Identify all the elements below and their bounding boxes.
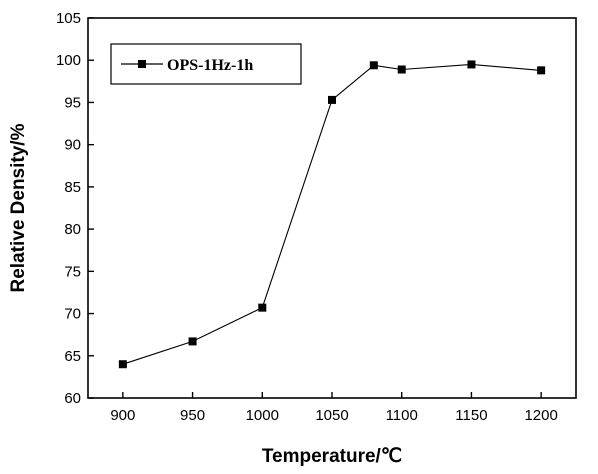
y-tick-label: 100 bbox=[56, 52, 81, 69]
y-tick-label: 75 bbox=[64, 263, 81, 280]
data-point-marker bbox=[258, 304, 266, 312]
data-point-marker bbox=[467, 60, 475, 68]
x-axis-title: Temperature/℃ bbox=[262, 446, 402, 467]
series-line bbox=[123, 64, 541, 364]
legend-label: OPS-1Hz-1h bbox=[167, 57, 253, 74]
data-point-marker bbox=[537, 66, 545, 74]
x-tick-label: 1150 bbox=[455, 407, 487, 424]
y-tick-label: 90 bbox=[64, 137, 81, 154]
x-tick-label: 900 bbox=[110, 407, 135, 424]
y-tick-label: 65 bbox=[64, 348, 81, 365]
y-tick-label: 85 bbox=[64, 179, 81, 196]
data-point-marker bbox=[189, 337, 197, 345]
legend: OPS-1Hz-1h bbox=[111, 44, 301, 84]
y-tick-label: 95 bbox=[64, 94, 81, 111]
x-tick-label: 1050 bbox=[315, 407, 348, 424]
series-layer bbox=[119, 60, 545, 368]
y-axis-title: Relative Density/% bbox=[8, 123, 29, 292]
x-tick-label: 1100 bbox=[386, 407, 418, 424]
y-tick-label: 60 bbox=[64, 390, 81, 407]
y-tick-label: 105 bbox=[56, 10, 81, 27]
y-tick-label: 80 bbox=[64, 221, 81, 238]
data-point-marker bbox=[328, 96, 336, 104]
x-tick-label: 1000 bbox=[246, 407, 279, 424]
data-point-marker bbox=[370, 61, 378, 69]
x-tick-label: 950 bbox=[180, 407, 205, 424]
x-tick-label: 1200 bbox=[524, 407, 557, 424]
data-point-marker bbox=[119, 360, 127, 368]
legend-marker bbox=[138, 60, 146, 68]
y-tick-label: 70 bbox=[64, 306, 81, 323]
data-point-marker bbox=[398, 66, 406, 74]
